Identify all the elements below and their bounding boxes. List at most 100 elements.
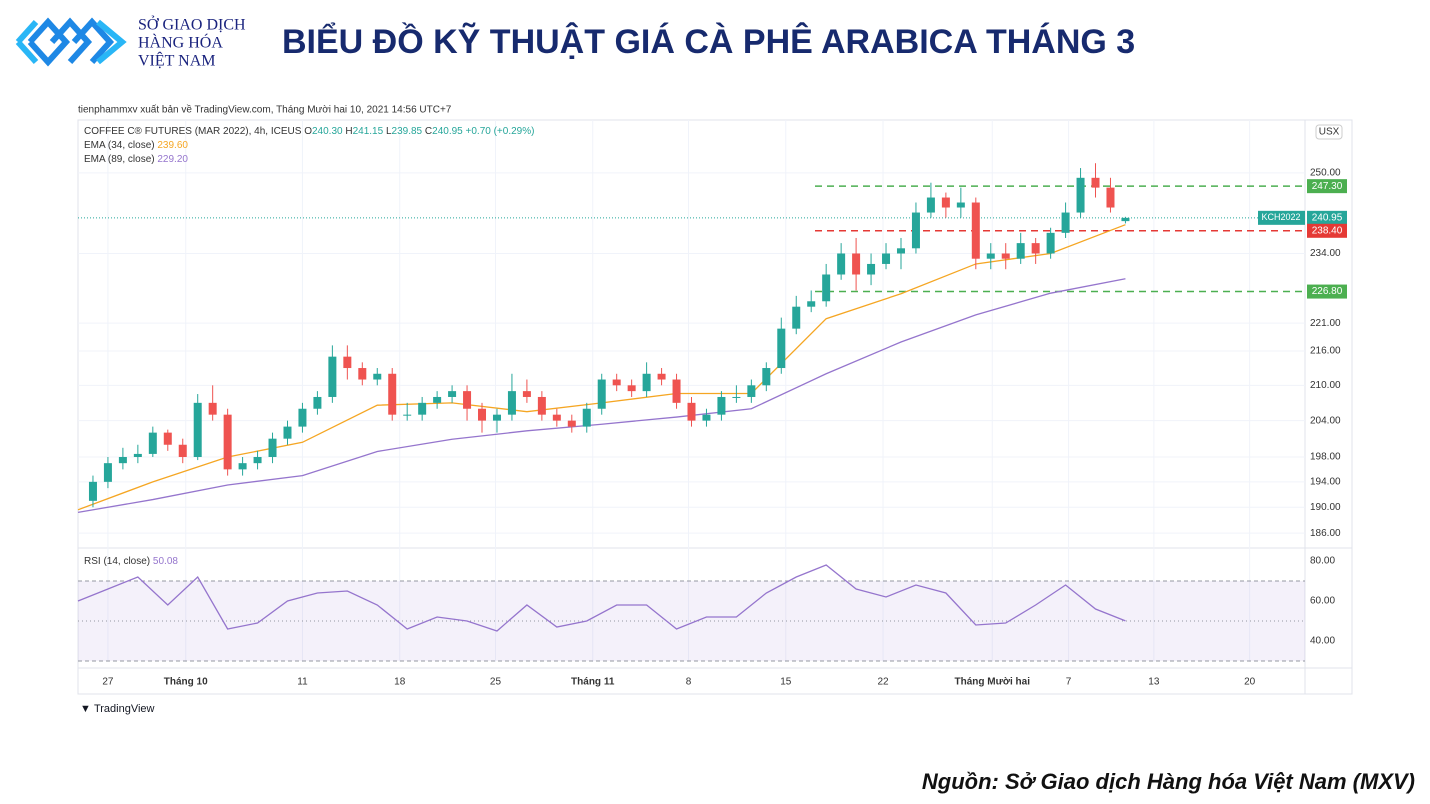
candle-body: [702, 414, 711, 421]
candle-body: [1091, 177, 1100, 188]
ohlc-key: L: [386, 126, 392, 137]
candle-body: [777, 328, 786, 369]
candle-body: [896, 248, 905, 254]
brand-name: TradingView: [94, 703, 155, 715]
x-tick-label: Tháng 11: [571, 677, 615, 688]
logo-mark: [15, 17, 127, 67]
legend-line: EMA (89, close) 229.20: [84, 154, 188, 165]
legend-name: EMA (34, close): [84, 140, 155, 151]
currency-box[interactable]: [1315, 124, 1343, 140]
candle-body: [986, 253, 995, 259]
y-tick-label: 190.00: [1310, 502, 1341, 513]
x-tick-label: 18: [394, 677, 406, 688]
candle-body: [133, 453, 142, 457]
candle-body: [358, 368, 367, 380]
y-tick-label: 234.00: [1310, 248, 1341, 259]
x-tick-label: 25: [490, 677, 502, 688]
ema-line: [77, 278, 1126, 514]
candle-body: [762, 368, 771, 386]
candle-body: [971, 202, 980, 259]
candle-body: [298, 408, 307, 427]
plot: 27 Tháng 10 11 18 25 Tháng 11 8 15 22 Tháng Mười …: [77, 120, 1347, 688]
logo-text: SỞ GIAO DỊCH: [138, 15, 246, 34]
candle-body: [552, 414, 561, 421]
y-tick-label: 210.00: [1310, 380, 1341, 391]
level-label: 238.40: [1312, 225, 1343, 236]
ohlc-value: 240.30: [312, 126, 343, 137]
candle-body: [911, 212, 920, 249]
candle-body: [223, 414, 232, 470]
x-tick-label: 22: [877, 677, 889, 688]
x-tick-label: 7: [1066, 677, 1072, 688]
candle-body: [956, 202, 965, 208]
candle-body: [1031, 243, 1040, 254]
y-tick-label: 80.00: [1310, 556, 1335, 567]
legend-line: RSI (14, close) 50.08: [84, 556, 178, 567]
candle-body: [1061, 212, 1070, 233]
x-tick-label: Tháng Mười hai: [955, 677, 1031, 688]
legend-line: COFFEE C® FUTURES (MAR 2022), 4h, ICEUS …: [84, 126, 534, 137]
candle-body: [657, 373, 666, 380]
x-tick-label: Tháng 10: [164, 677, 208, 688]
candle-body: [418, 402, 427, 415]
candle-body: [732, 396, 741, 398]
page-title: BIỂU ĐỒ KỸ THUẬT GIÁ CÀ PHÊ ARABICA THÁN…: [282, 23, 1135, 61]
candle-body: [388, 373, 397, 415]
candle-body: [537, 396, 546, 415]
candle-body: [717, 396, 726, 415]
candle-body: [208, 402, 217, 415]
x-tick-label: 15: [780, 677, 792, 688]
candle-body: [1016, 243, 1025, 259]
y-tick-label: 186.00: [1310, 528, 1341, 539]
candle-body: [867, 263, 876, 275]
candle-body: [1001, 253, 1010, 259]
candle-body: [283, 426, 292, 439]
candle-body: [926, 197, 935, 213]
legend-line: EMA (34, close) 239.60: [84, 140, 188, 151]
candle-body: [567, 420, 576, 427]
level-tag: [1307, 284, 1347, 299]
change: +0.70 (+0.29%): [466, 126, 535, 137]
candle-body: [627, 385, 636, 392]
candle-body: [882, 253, 891, 264]
y-tick-label: 198.00: [1310, 452, 1341, 463]
symbol: COFFEE C® FUTURES (MAR 2022), 4h, ICEUS: [84, 126, 302, 137]
candle-body: [328, 356, 337, 397]
currency[interactable]: USX: [1319, 127, 1340, 138]
y-tick-label: 194.00: [1310, 476, 1341, 487]
source: Nguồn: Sở Giao dịch Hàng hóa Việt Nam (M…: [922, 769, 1415, 794]
candle-body: [1121, 217, 1130, 222]
legend-name: EMA (89, close): [84, 154, 155, 165]
ohlc-key: H: [345, 126, 352, 137]
ohlc-value: 239.85: [392, 126, 423, 137]
candle-body: [88, 481, 97, 501]
y-tick-label: 250.00: [1310, 168, 1341, 179]
ohlc-key: O: [304, 126, 312, 137]
candle-body: [103, 463, 112, 482]
candle-body: [1106, 187, 1115, 208]
legend-value: 239.60: [157, 140, 188, 151]
candle-body: [582, 408, 591, 427]
candle-body: [478, 408, 487, 421]
ema-line: [77, 224, 1126, 511]
x-tick-label: 13: [1148, 677, 1160, 688]
candle-body: [792, 306, 801, 329]
y-tick-label: 40.00: [1310, 636, 1335, 647]
ohlc-key: C: [425, 126, 432, 137]
y-tick-label: 216.00: [1310, 346, 1341, 357]
candle-body: [822, 274, 831, 302]
logo-text: HÀNG HÓA: [138, 33, 223, 52]
candle-body: [642, 373, 651, 392]
y-tick-label: 204.00: [1310, 415, 1341, 426]
ohlc-value: 241.15: [353, 126, 384, 137]
current-name: KCH2022: [1261, 212, 1300, 222]
candle-body: [253, 456, 262, 464]
chart-frame: [77, 119, 1353, 695]
x-tick-label: 11: [297, 677, 308, 688]
candle-body: [522, 391, 531, 397]
candle-body: [1076, 177, 1085, 213]
legend-name: RSI (14, close): [84, 556, 150, 567]
current-label: 240.95: [1312, 212, 1343, 223]
publisher: tienphammxv xuất bản về TradingView.com,…: [78, 104, 452, 116]
